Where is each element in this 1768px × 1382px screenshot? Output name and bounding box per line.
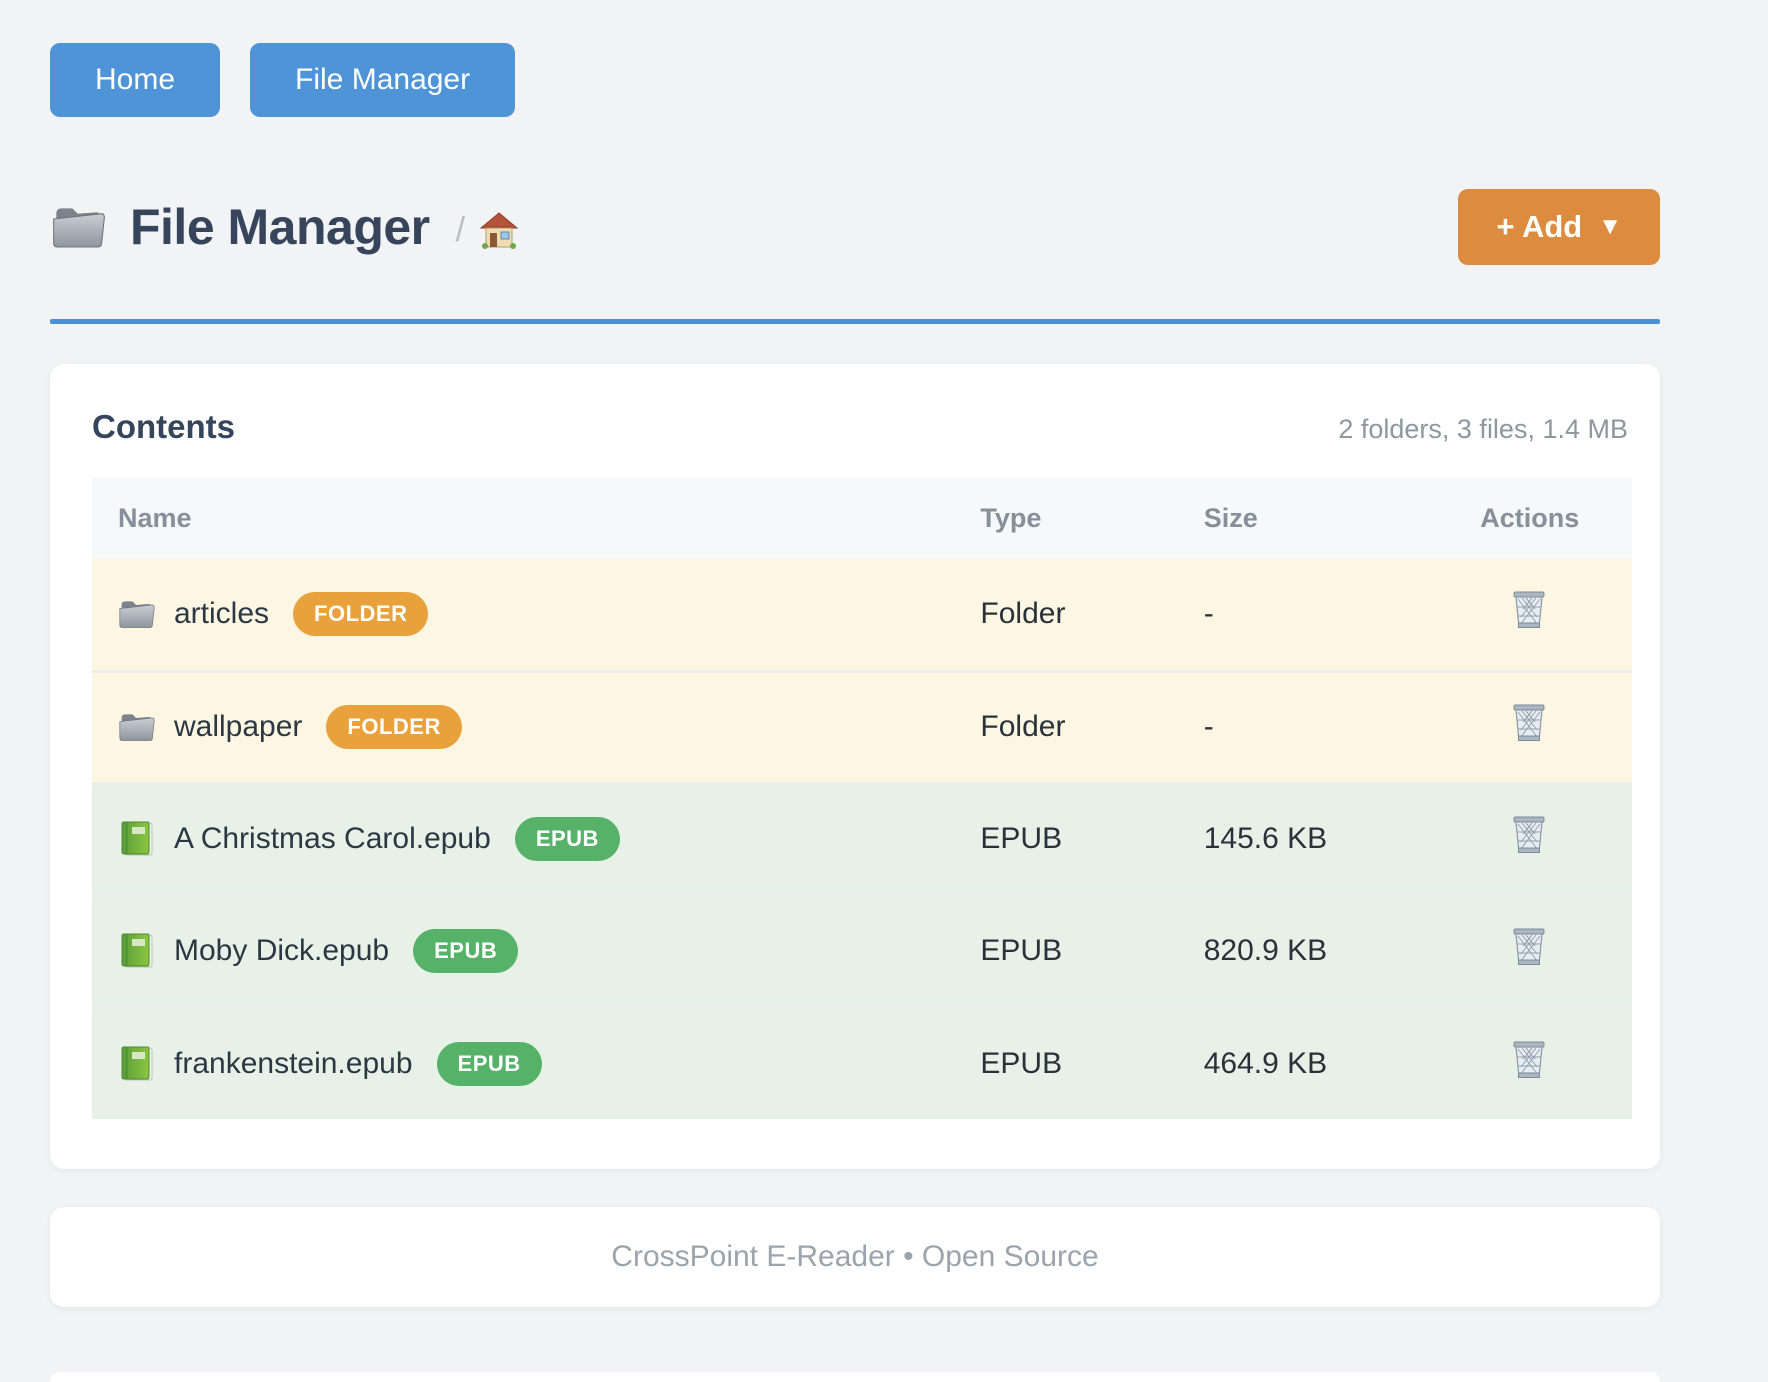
delete-button[interactable] xyxy=(1496,926,1548,968)
add-button-label: + Add xyxy=(1496,209,1583,244)
contents-card-header: Contents 2 folders, 3 files, 1.4 MB xyxy=(92,408,1632,446)
next-card-peek xyxy=(50,1372,1660,1382)
size-cell: - xyxy=(1177,669,1471,783)
epub-badge: EPUB xyxy=(514,817,620,861)
type-cell: EPUB xyxy=(954,781,1178,895)
green-book-icon xyxy=(121,821,153,856)
contents-summary: 2 folders, 3 files, 1.4 MB xyxy=(1338,414,1628,444)
chevron-down-icon: ▼ xyxy=(1598,213,1622,240)
footer-card: CrossPoint E-Reader • Open Source xyxy=(50,1207,1660,1307)
footer-text: CrossPoint E-Reader • Open Source xyxy=(611,1240,1099,1273)
file-name[interactable]: Moby Dick.epub xyxy=(174,934,390,967)
column-header-actions: Actions xyxy=(1470,478,1632,559)
column-header-name: Name xyxy=(92,478,955,559)
size-cell: 820.9 KB xyxy=(1177,893,1471,1007)
type-cell: EPUB xyxy=(954,1005,1178,1119)
top-navigation: Home File Manager xyxy=(50,0,1660,117)
file-name[interactable]: articles xyxy=(174,597,270,631)
file-name[interactable]: A Christmas Carol.epub xyxy=(174,822,491,855)
green-book-icon xyxy=(121,933,153,968)
table-row-moby-dick[interactable]: Moby Dick.epub EPUB EPUB 820.9 KB xyxy=(92,893,1632,1007)
column-header-type: Type xyxy=(954,478,1178,559)
delete-button[interactable] xyxy=(1496,589,1548,631)
page-header: File Manager / + Add ▼ xyxy=(50,189,1660,265)
file-table-header: Name Type Size Actions xyxy=(92,478,1632,559)
file-table: Name Type Size Actions articles FOLDER F… xyxy=(92,478,1632,1119)
trash-icon xyxy=(1513,816,1545,854)
page-container: Home File Manager File Manager / + Add ▼… xyxy=(50,0,1660,1307)
type-cell: EPUB xyxy=(954,893,1178,1007)
size-cell: - xyxy=(1203,597,1214,631)
add-button[interactable]: + Add ▼ xyxy=(1458,189,1660,265)
delete-button[interactable] xyxy=(1496,1039,1548,1081)
folder-icon xyxy=(119,601,155,629)
header-divider xyxy=(50,319,1660,324)
trash-icon xyxy=(1513,1041,1545,1078)
table-row-christmas-carol[interactable]: A Christmas Carol.epub EPUB EPUB 145.6 K… xyxy=(92,781,1632,895)
trash-icon xyxy=(1513,928,1545,966)
file-name[interactable]: wallpaper xyxy=(174,710,303,743)
type-cell: Folder xyxy=(954,669,1178,783)
nav-button-home[interactable]: Home xyxy=(50,43,221,117)
epub-badge: EPUB xyxy=(436,1041,542,1086)
folder-icon xyxy=(119,713,155,741)
home-icon[interactable] xyxy=(479,212,519,250)
epub-badge: EPUB xyxy=(413,929,519,973)
contents-card: Contents 2 folders, 3 files, 1.4 MB Name… xyxy=(50,364,1660,1169)
delete-button[interactable] xyxy=(1496,814,1548,856)
size-cell: 145.6 KB xyxy=(1177,781,1471,895)
green-book-icon xyxy=(121,1046,153,1081)
trash-icon xyxy=(1513,591,1545,629)
page-title: File Manager xyxy=(130,199,430,255)
table-row-frankenstein[interactable]: frankenstein.epub EPUB EPUB 464.9 KB xyxy=(92,1005,1632,1119)
nav-button-file-manager[interactable]: File Manager xyxy=(250,43,516,117)
delete-button[interactable] xyxy=(1496,702,1548,744)
folder-badge: FOLDER xyxy=(326,705,462,749)
column-header-size: Size xyxy=(1177,478,1471,559)
folder-icon xyxy=(53,207,105,248)
breadcrumb-separator: / xyxy=(455,210,466,249)
title-group: File Manager / xyxy=(50,198,519,256)
table-row-articles[interactable]: articles FOLDER Folder - xyxy=(92,559,1632,671)
table-row-wallpaper[interactable]: wallpaper FOLDER Folder - xyxy=(92,669,1632,783)
file-name[interactable]: frankenstein.epub xyxy=(174,1046,413,1080)
size-cell: 464.9 KB xyxy=(1177,1005,1471,1119)
contents-title: Contents xyxy=(92,408,235,445)
type-cell: Folder xyxy=(980,597,1066,631)
trash-icon xyxy=(1513,704,1545,742)
folder-badge: FOLDER xyxy=(293,592,429,637)
